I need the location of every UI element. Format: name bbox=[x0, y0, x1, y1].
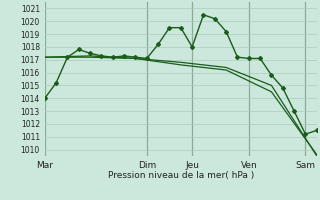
X-axis label: Pression niveau de la mer( hPa ): Pression niveau de la mer( hPa ) bbox=[108, 171, 254, 180]
